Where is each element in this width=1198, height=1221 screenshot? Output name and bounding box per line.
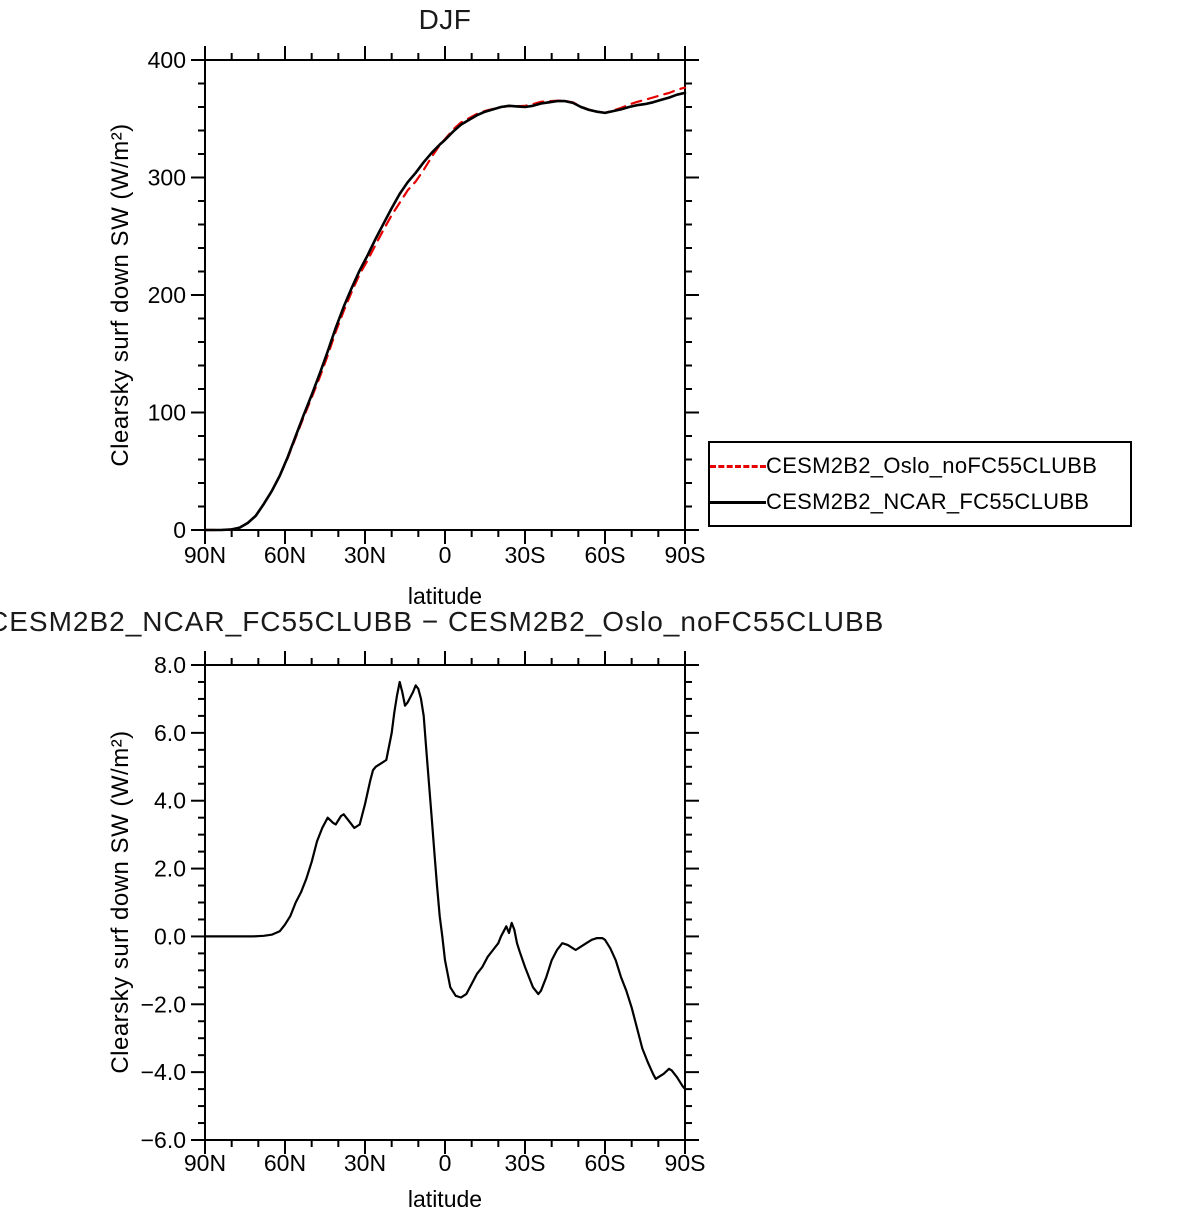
top-chart-xlabel: latitude [407, 583, 483, 609]
top-chart-ylabel: Clearsky surf down SW (W/m²) [107, 123, 134, 467]
x-tick-label: 90S [665, 1150, 706, 1176]
x-tick-label: 90N [184, 542, 226, 568]
x-tick-label: 60N [264, 542, 306, 568]
y-tick-label: 0.0 [154, 923, 186, 949]
series-line-0 [204, 86, 687, 532]
y-tick-label: 8.0 [154, 652, 186, 678]
x-tick-label: 0 [439, 542, 452, 568]
legend-label-ncar: CESM2B2_NCAR_FC55CLUBB [766, 489, 1090, 514]
legend-label-oslo: CESM2B2_Oslo_noFC55CLUBB [766, 453, 1098, 478]
legend-entry-oslo: CESM2B2_Oslo_noFC55CLUBB [710, 453, 1130, 479]
x-tick-label: 30N [344, 1150, 386, 1176]
x-tick-label: 30S [505, 1150, 546, 1176]
x-tick-label: 0 [439, 1150, 452, 1176]
x-tick-label: 30S [505, 542, 546, 568]
axis-box [204, 664, 686, 1141]
y-tick-label: 100 [148, 400, 186, 426]
y-tick-label: 200 [148, 282, 186, 308]
axis-box [204, 59, 686, 531]
series-line-0 [204, 680, 687, 1091]
bottom-chart-title: CESM2B2_NCAR_FC55CLUBB − CESM2B2_Oslo_no… [0, 606, 885, 637]
y-tick-label: 400 [148, 47, 186, 73]
bottom-chart-ylabel: Clearsky surf down SW (W/m²) [107, 730, 134, 1074]
legend-entry-ncar: CESM2B2_NCAR_FC55CLUBB [710, 489, 1130, 515]
bottom-chart-xlabel: latitude [407, 1186, 483, 1212]
x-tick-label: 60S [585, 542, 626, 568]
y-tick-label: 0 [173, 517, 186, 543]
x-tick-label: 90N [184, 1150, 226, 1176]
x-tick-label: 60N [264, 1150, 306, 1176]
y-tick-label: −4.0 [141, 1059, 186, 1085]
series-line-1 [204, 91, 687, 532]
x-tick-label: 60S [585, 1150, 626, 1176]
y-tick-label: −6.0 [141, 1127, 186, 1153]
legend: CESM2B2_Oslo_noFC55CLUBB CESM2B2_NCAR_FC… [708, 441, 1132, 527]
y-tick-label: 4.0 [154, 788, 186, 814]
y-tick-label: −2.0 [141, 991, 186, 1017]
top-chart-title: DJF [418, 4, 472, 35]
y-tick-label: 300 [148, 165, 186, 191]
x-tick-label: 30N [344, 542, 386, 568]
legend-line-black-solid-icon [710, 500, 766, 504]
legend-line-red-dashed-icon [710, 464, 766, 468]
y-tick-label: 2.0 [154, 856, 186, 882]
y-tick-label: 6.0 [154, 720, 186, 746]
x-tick-label: 90S [665, 542, 706, 568]
